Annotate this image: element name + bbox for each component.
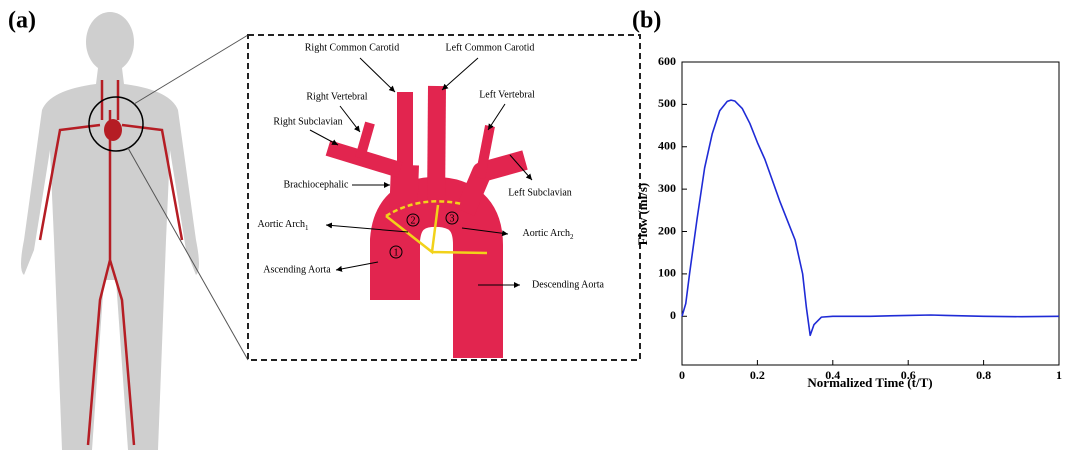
x-tick-label: 1 [1056,368,1062,382]
y-tick-label: 500 [658,96,676,110]
vessel-label: Right Common Carotid [305,42,399,53]
plot-frame [681,61,1060,366]
region-marker [406,213,420,227]
region-number: 1 [394,247,399,258]
region-lines [385,200,488,255]
aorta [325,85,528,358]
region-marker [445,211,459,225]
arch-label-text: Aortic Arch [523,228,571,239]
vessel-label: Left Vertebral [479,89,535,100]
y-axis-label: Flow (ml/s) [635,183,650,245]
arch-label-sub: 1 [305,224,309,232]
arrows [309,57,533,288]
zoom-line [133,34,249,105]
vessel-label: Brachiocephalic [284,179,350,190]
panel-label: (b) [632,8,661,34]
vessel-label: Ascending Aorta [263,264,331,275]
zoom-circle [88,96,144,152]
y-tick-label: 200 [658,223,676,237]
region-number: 3 [450,213,455,224]
heart [104,119,122,141]
arch-label: Aortic Arch2 [523,228,575,240]
panel-label: (a) [8,8,36,34]
diagram-labels: Right Common Carotid Left Common Carotid R… [258,42,605,290]
x-axis-label: Normalized Time (t/T) [807,375,932,390]
vessel-label: Left Subclavian [508,187,572,198]
x-tick-label: 0.4 [825,368,840,382]
y-tick-label: 100 [658,266,676,280]
x-tick-label: 0 [679,368,685,382]
flow-line [681,99,1060,337]
vessel-label: Right Subclavian [273,116,342,127]
arch-label: Aortic Arch1 [258,219,310,231]
vessel-label: Descending Aorta [532,279,604,290]
zoom-box [247,34,641,361]
y-tick-label: 600 [658,54,676,68]
region-marker [389,245,403,259]
y-tick-label: 300 [658,181,676,195]
arch-label-text: Aortic Arch [258,219,306,230]
x-tick-label: 0.6 [901,368,916,382]
vessels [38,80,184,446]
zoom-line [127,147,249,361]
x-tick-label: 0.8 [976,368,991,382]
arch-label-sub: 2 [570,233,574,241]
vessel-label: Right Vertebral [306,91,367,102]
region-number: 2 [411,215,416,226]
y-tick-label: 0 [670,308,676,322]
vessel-label: Left Common Carotid [446,42,535,53]
x-tick-label: 0.2 [750,368,765,382]
y-tick-label: 400 [658,139,676,153]
